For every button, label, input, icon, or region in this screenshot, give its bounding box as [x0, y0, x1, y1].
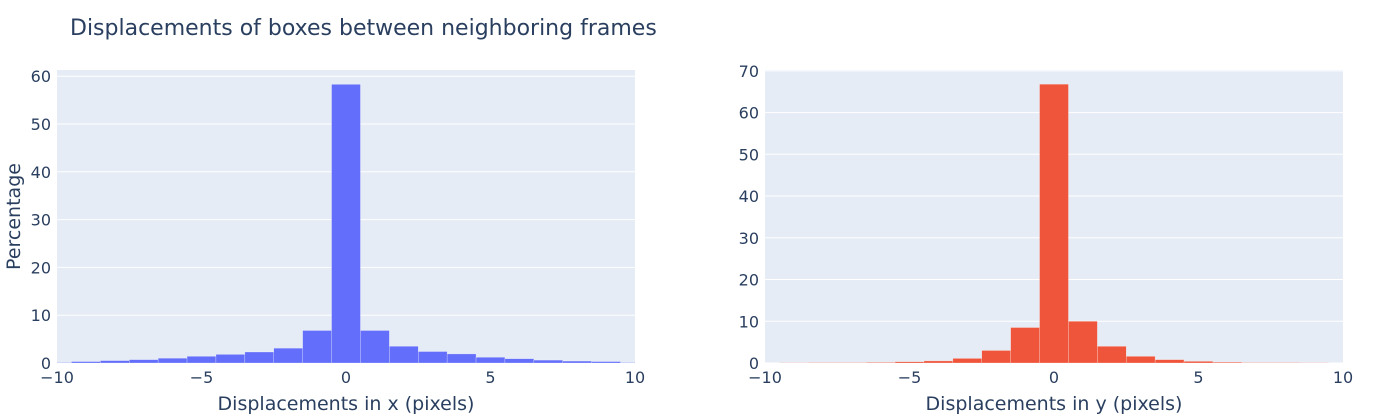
bar [562, 360, 592, 363]
y-tick-label: 10 [739, 312, 759, 331]
x-tick-label: 5 [485, 368, 495, 387]
bar [302, 330, 332, 363]
x-tick-label: −10 [748, 368, 782, 387]
bar [591, 361, 621, 363]
bar [923, 360, 954, 363]
bar [331, 84, 361, 363]
bar [446, 353, 477, 363]
bar [129, 359, 159, 363]
bar [389, 346, 419, 363]
y-tick-label: 10 [31, 306, 51, 325]
bars [779, 83, 1329, 363]
x-tick-label: 0 [1049, 368, 1059, 387]
y-tick-label: 0 [41, 354, 51, 373]
bar [1068, 321, 1098, 363]
bar [865, 362, 896, 363]
bar [215, 354, 246, 363]
bar [1212, 361, 1243, 363]
x-tick-label: −5 [190, 368, 214, 387]
y-tick-label: 60 [31, 67, 51, 86]
x-tick-label: 10 [1333, 368, 1353, 387]
bar [157, 357, 188, 363]
y-tick-label: 70 [739, 62, 759, 81]
bar [475, 357, 506, 363]
x-tick-label: 0 [341, 368, 351, 387]
x-tick-label: −5 [898, 368, 922, 387]
bar [1010, 327, 1040, 363]
bar [418, 351, 448, 363]
y-tick-label: 20 [31, 258, 51, 277]
bar [100, 360, 130, 363]
y-tick-label: 20 [739, 271, 759, 290]
bar [894, 361, 925, 363]
y-tick-label: 40 [31, 163, 51, 182]
y-tick-label: 30 [739, 229, 759, 248]
bar [504, 358, 535, 363]
x-tick-label: 10 [625, 368, 645, 387]
y-tick-label: 50 [31, 115, 51, 134]
bar [273, 347, 303, 363]
bar [360, 330, 390, 363]
x-axis-title: Displacements in x (pixels) [218, 393, 475, 415]
figure-title: Displacements of boxes between neighbori… [70, 16, 657, 41]
y-tick-label: 0 [749, 354, 759, 373]
x-tick-label: 5 [1193, 368, 1203, 387]
bar [244, 351, 275, 363]
y-tick-label: 50 [739, 145, 759, 164]
y-tick-label: 60 [739, 104, 759, 123]
bar [186, 356, 217, 363]
x-tick-label: −10 [40, 368, 74, 387]
bar [533, 359, 563, 363]
bar [981, 350, 1011, 363]
bar [952, 358, 982, 363]
y-axis-title: Percentage [3, 163, 25, 270]
bars [57, 84, 635, 363]
bar [1039, 83, 1069, 363]
bar [1126, 356, 1156, 363]
y-tick-label: 30 [31, 211, 51, 230]
x-axis-title: Displacements in y (pixels) [926, 393, 1183, 415]
y-tick-label: 40 [739, 187, 759, 206]
bar [1154, 359, 1185, 363]
bar [1097, 346, 1127, 363]
bar [1183, 361, 1214, 363]
bar [71, 361, 101, 363]
